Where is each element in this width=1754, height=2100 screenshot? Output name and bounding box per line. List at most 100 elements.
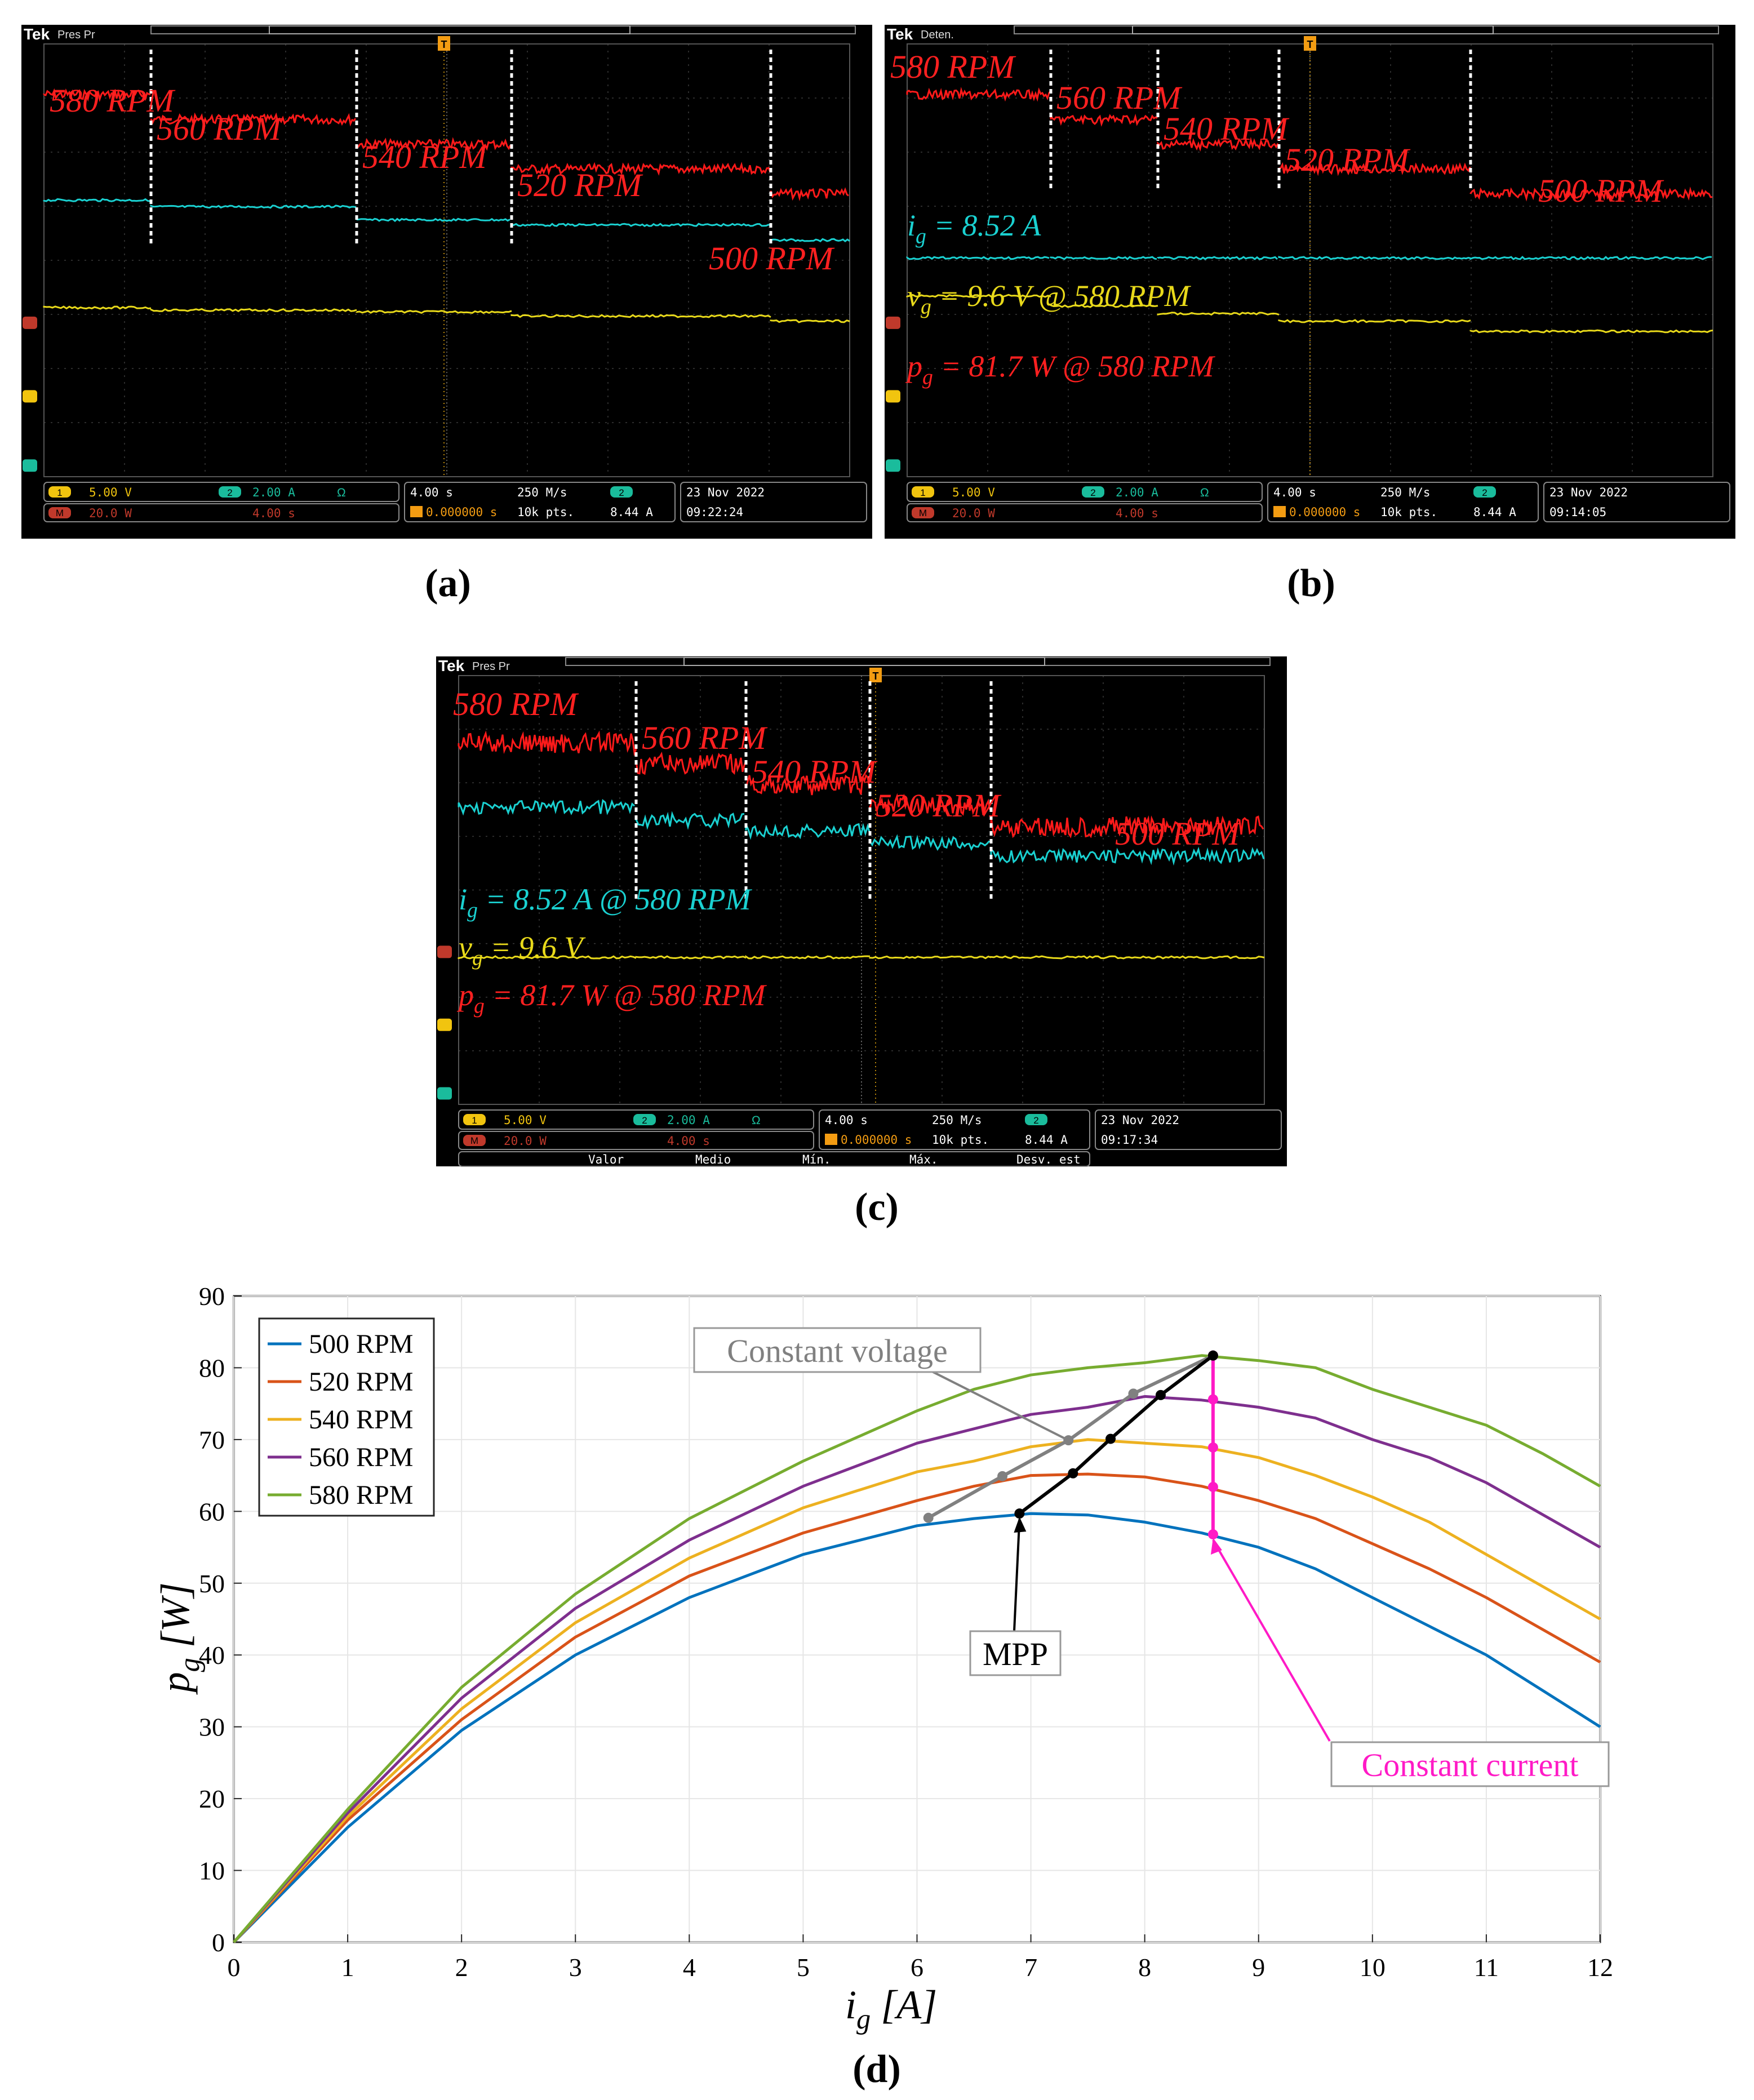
channel-2-badge — [633, 1114, 656, 1125]
math-badge-label: M — [56, 508, 64, 518]
status-bar: 1 5.00 V 2 2.00 A Ω M 20.0 W 4.00 s 4.00 s 0.0000… — [907, 482, 1730, 522]
caption-b: (b) — [1287, 562, 1335, 605]
trigger-position: 0.000000 s — [426, 505, 497, 519]
legend-entry: 500 RPM — [309, 1329, 413, 1359]
channel-1-badge — [912, 486, 934, 498]
channel-2-scale: 2.00 A — [252, 486, 295, 499]
tek-logo: Tek — [887, 25, 913, 43]
trigger-marker-label: T — [441, 39, 447, 50]
math-settings-box — [43, 503, 399, 522]
record-length: 10k pts. — [517, 505, 574, 519]
constant-voltage-label: Constant voltage — [727, 1333, 947, 1369]
channel-1-number: 1 — [920, 487, 925, 498]
y-tick-label: 0 — [212, 1928, 225, 1957]
math-badge — [48, 507, 71, 518]
voltage-trace-segment — [510, 314, 771, 318]
rpm-label: 560 RPM — [642, 720, 767, 756]
trigger-position-marker — [1304, 36, 1316, 51]
mpp-label-box — [969, 1630, 1062, 1676]
constant-current-arrowhead — [1210, 1538, 1222, 1555]
constant-current-point — [1207, 1442, 1218, 1453]
voltage-trace-segment — [770, 319, 850, 323]
acquisition-status: Deten. — [921, 29, 954, 41]
caption-c: (c) — [855, 1186, 899, 1229]
constant-voltage-pointer — [929, 1369, 1069, 1441]
series-line-520-rpm — [233, 1472, 1601, 1943]
constant-voltage-point — [1128, 1388, 1139, 1399]
channel-2-number: 2 — [642, 1115, 647, 1126]
constant-current-point — [1207, 1529, 1218, 1540]
power-trace-segment — [770, 187, 849, 202]
rpm-label: 540 RPM — [752, 753, 877, 790]
date-readout: 23 Nov 2022 — [1549, 486, 1628, 499]
power-trace-segment — [458, 730, 637, 757]
trigger-source: 2 — [1482, 487, 1487, 498]
legend: 500 RPM 520 RPM 540 RPM 560 RPM 580 RPM — [258, 1317, 435, 1517]
channel-1-badge — [463, 1114, 486, 1125]
rpm-label: 580 RPM — [453, 686, 579, 722]
legend-box — [258, 1317, 435, 1517]
math-badge-label: M — [470, 1135, 478, 1146]
channel-2-marker — [23, 459, 37, 472]
channel-1-number: 1 — [57, 487, 62, 498]
trigger-position: 0.000000 s — [841, 1133, 912, 1147]
math-scale: 20.0 W — [89, 507, 132, 520]
sample-rate: 250 M/s — [517, 486, 567, 499]
measurement-annotation: pg = 81.7 W @ 580 RPM — [456, 978, 767, 1018]
record-view-window — [269, 25, 630, 34]
record-view-window — [1132, 25, 1494, 34]
constant-voltage-point — [997, 1471, 1008, 1481]
channel-2-marker — [437, 1087, 452, 1100]
sample-rate: 250 M/s — [932, 1113, 982, 1127]
mpp-point — [1207, 1350, 1218, 1361]
channel-1-scale: 5.00 V — [504, 1113, 547, 1127]
channel-2-termination: Ω — [337, 486, 346, 499]
channel-2-termination: Ω — [752, 1114, 761, 1127]
channel-1-marker — [23, 390, 37, 403]
channel-2-scale: 2.00 A — [667, 1113, 710, 1127]
rpm-label: 500 RPM — [1115, 815, 1241, 852]
channel-2-termination: Ω — [1200, 486, 1209, 499]
timebase-scale: 4.00 s — [825, 1113, 868, 1127]
rpm-label: 560 RPM — [157, 110, 282, 147]
x-tick-label: 3 — [569, 1953, 582, 1982]
current-trace-segment — [43, 198, 150, 202]
timebase-box — [819, 1109, 1090, 1150]
power-trace-segment — [1157, 137, 1279, 152]
x-tick-label: 7 — [1024, 1953, 1037, 1982]
trigger-pos-icon — [825, 1134, 837, 1145]
sample-rate: 250 M/s — [1380, 486, 1431, 499]
x-axis-label: ig [A] — [845, 1982, 937, 2035]
series-line-540-rpm — [233, 1438, 1601, 1943]
math-settings-box — [458, 1131, 814, 1150]
power-trace-segment — [745, 772, 871, 796]
channel-2-marker — [886, 459, 900, 472]
series-line-500-rpm — [233, 1512, 1601, 1943]
acquisition-status: Pres Pr — [57, 29, 95, 41]
math-channel-marker — [23, 316, 37, 329]
voltage-trace-segment — [869, 955, 992, 960]
datetime-box — [1095, 1109, 1282, 1150]
current-trace-segment — [458, 799, 636, 816]
current-trace-segment — [1278, 256, 1471, 260]
voltage-trace-segment — [458, 955, 637, 960]
caption-a: (a) — [425, 562, 471, 605]
channel-1-number: 1 — [472, 1115, 477, 1126]
voltage-trace-segment — [1469, 329, 1713, 334]
x-tick-label: 1 — [341, 1953, 354, 1982]
mpp-point — [1155, 1389, 1166, 1400]
mpp-label: MPP — [983, 1636, 1048, 1672]
timebase-scale: 4.00 s — [410, 486, 453, 499]
y-tick-label: 60 — [199, 1497, 225, 1526]
current-trace-segment — [356, 217, 510, 223]
power-trace-segment — [356, 137, 512, 152]
measurement-column-label: Máx. — [909, 1153, 938, 1166]
y-tick-label: 30 — [199, 1713, 225, 1742]
timebase-box — [1267, 482, 1539, 522]
time-readout: 09:22:24 — [686, 505, 743, 519]
constant-current-pointer — [1212, 1539, 1331, 1742]
power-trace-segment — [150, 112, 357, 127]
